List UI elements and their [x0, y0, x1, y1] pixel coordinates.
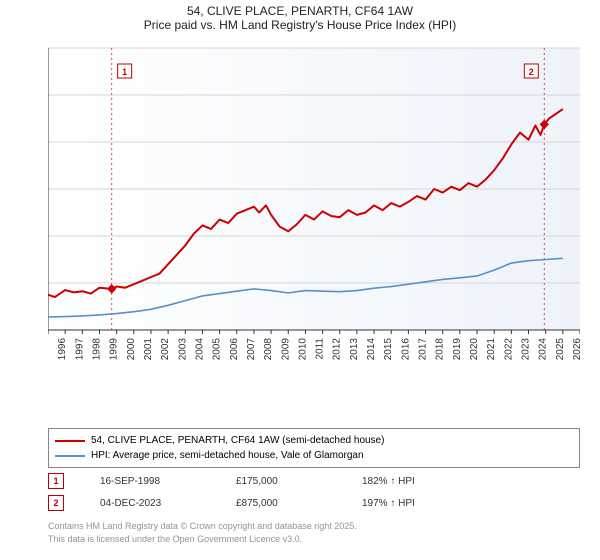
event-row: 2 04-DEC-2023 £875,000 197% ↑ HPI — [48, 492, 580, 514]
legend-label: 54, CLIVE PLACE, PENARTH, CF64 1AW (semi… — [91, 433, 384, 448]
x-tick-label: 2001 — [143, 338, 154, 361]
x-tick-label: 2002 — [160, 338, 171, 361]
title-address: 54, CLIVE PLACE, PENARTH, CF64 1AW — [0, 4, 600, 18]
x-tick-label: 2013 — [349, 338, 360, 361]
x-tick-label: 2020 — [469, 338, 480, 361]
title-subtitle: Price paid vs. HM Land Registry's House … — [0, 18, 600, 32]
x-tick-label: 2015 — [383, 338, 394, 361]
x-tick-label: 2004 — [194, 338, 205, 361]
chart-container: 54, CLIVE PLACE, PENARTH, CF64 1AW Price… — [0, 0, 600, 560]
x-tick-label: 2017 — [418, 338, 429, 361]
legend-box: 54, CLIVE PLACE, PENARTH, CF64 1AW (semi… — [48, 428, 580, 468]
x-tick-label: 1996 — [57, 338, 68, 361]
x-tick-label: 2011 — [315, 338, 326, 360]
footnotes: Contains HM Land Registry data © Crown c… — [48, 520, 357, 545]
x-tick-label: 2018 — [435, 338, 446, 361]
x-tick-label: 2008 — [263, 338, 274, 361]
x-tick-label: 2005 — [212, 338, 223, 361]
line-chart: £0£200K£400K£600K£800K£1M£1.2M1995199619… — [48, 42, 580, 380]
event-price: £175,000 — [236, 476, 326, 487]
event-price: £875,000 — [236, 498, 326, 509]
x-tick-label: 2009 — [280, 338, 291, 361]
legend-swatch — [55, 440, 85, 442]
footnote-line: Contains HM Land Registry data © Crown c… — [48, 520, 357, 533]
x-tick-label: 1995 — [48, 338, 51, 361]
x-tick-label: 2024 — [538, 338, 549, 361]
title-block: 54, CLIVE PLACE, PENARTH, CF64 1AW Price… — [0, 0, 600, 32]
x-tick-label: 2014 — [366, 338, 377, 361]
x-tick-label: 2025 — [555, 338, 566, 361]
legend-label: HPI: Average price, semi-detached house,… — [91, 448, 364, 463]
x-tick-label: 2010 — [297, 338, 308, 361]
x-tick-label: 2023 — [521, 338, 532, 361]
event-badge: 1 — [48, 473, 64, 489]
event-table: 1 16-SEP-1998 £175,000 182% ↑ HPI 2 04-DEC-20… — [48, 470, 580, 514]
legend-row: 54, CLIVE PLACE, PENARTH, CF64 1AW (semi… — [55, 433, 573, 448]
x-tick-label: 2003 — [177, 338, 188, 361]
event-pct: 182% ↑ HPI — [362, 476, 415, 487]
x-tick-label: 2012 — [332, 338, 343, 361]
x-tick-label: 2026 — [572, 338, 580, 361]
event-date: 16-SEP-1998 — [100, 476, 200, 487]
x-tick-label: 1997 — [74, 338, 85, 361]
marker-badge: 1 — [122, 67, 127, 77]
x-tick-label: 2022 — [503, 338, 514, 361]
legend-swatch — [55, 455, 85, 457]
x-tick-label: 2019 — [452, 338, 463, 361]
x-tick-label: 2021 — [486, 338, 497, 361]
x-tick-label: 1999 — [109, 338, 120, 361]
x-tick-label: 2007 — [246, 338, 257, 361]
event-pct: 197% ↑ HPI — [362, 498, 415, 509]
legend-row: HPI: Average price, semi-detached house,… — [55, 448, 573, 463]
event-badge: 2 — [48, 495, 64, 511]
footnote-line: This data is licensed under the Open Gov… — [48, 533, 357, 546]
event-row: 1 16-SEP-1998 £175,000 182% ↑ HPI — [48, 470, 580, 492]
x-tick-label: 2006 — [229, 338, 240, 361]
marker-badge: 2 — [529, 67, 534, 77]
x-tick-label: 2016 — [400, 338, 411, 361]
x-tick-label: 2000 — [126, 338, 137, 361]
x-tick-label: 1998 — [91, 338, 102, 361]
event-date: 04-DEC-2023 — [100, 498, 200, 509]
